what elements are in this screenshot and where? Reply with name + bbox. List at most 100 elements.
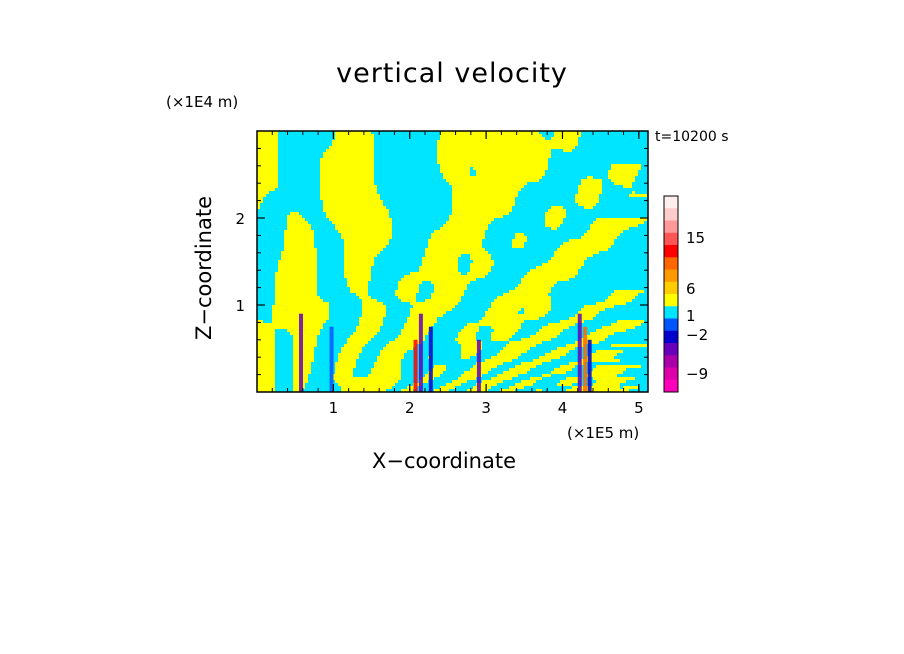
chart-title: vertical velocity [336, 58, 568, 89]
field-band [257, 161, 278, 164]
field-band [425, 251, 488, 254]
field-band [458, 332, 476, 335]
field-band [272, 305, 329, 308]
field-band [512, 242, 524, 245]
field-band [257, 167, 278, 170]
colorbar-label: −9 [686, 365, 708, 383]
field-band [350, 287, 368, 290]
field-band [338, 359, 356, 362]
field-band [335, 224, 392, 227]
colorbar: 15 6 1−2 −9 [663, 195, 708, 393]
field-band [530, 269, 578, 272]
x-axis-label: X−coordinate [372, 449, 516, 473]
field-band [257, 200, 263, 203]
field-band [344, 260, 374, 263]
field-band [323, 206, 386, 209]
field-band [623, 386, 638, 389]
field-band [590, 353, 617, 356]
field-band [497, 296, 551, 299]
field-band [437, 155, 551, 158]
field-band [431, 293, 464, 296]
field-band [521, 362, 542, 365]
field-band [545, 212, 566, 215]
field-band [275, 293, 317, 296]
field-band [437, 143, 578, 146]
field-band [452, 203, 515, 206]
field-band [533, 359, 551, 362]
field-band [545, 224, 560, 227]
velocity-field [257, 131, 648, 392]
field-band [359, 296, 371, 299]
field-band [614, 182, 632, 185]
field-band [257, 173, 278, 176]
field-band [551, 227, 557, 230]
field-band [356, 329, 380, 332]
field-band [554, 134, 581, 137]
field-band [419, 269, 458, 272]
field-band [521, 278, 569, 281]
field-band [257, 380, 275, 383]
field-band [440, 134, 542, 137]
field-band [290, 332, 320, 335]
field-band [497, 353, 521, 356]
colorbar-frame [663, 195, 679, 393]
field-band [458, 335, 476, 338]
field-band [257, 341, 275, 344]
field-band [434, 389, 449, 392]
y-tick-label: 1 [235, 297, 245, 315]
field-band [338, 353, 359, 356]
field-band [326, 212, 389, 215]
field-band [362, 314, 386, 317]
field-band [542, 374, 551, 377]
colorbar-label: 1 [686, 307, 696, 325]
field-band [536, 332, 560, 335]
field-band [257, 377, 275, 380]
field-band [335, 134, 374, 137]
field-band [485, 311, 518, 314]
colorbar-segment [664, 379, 678, 393]
field-band [353, 332, 377, 335]
field-band [485, 314, 545, 317]
field-band [344, 242, 389, 245]
field-band [527, 272, 578, 275]
field-band [374, 362, 401, 365]
field-band [476, 362, 503, 365]
field-band [578, 311, 599, 314]
field-band [287, 329, 320, 332]
field-band [401, 329, 431, 332]
field-band [257, 359, 275, 362]
field-band [524, 311, 548, 314]
field-band [284, 230, 314, 233]
field-band [257, 191, 269, 194]
field-band [515, 383, 533, 386]
field-band [347, 338, 371, 341]
field-band [470, 257, 491, 260]
field-band [452, 212, 509, 215]
field-band [548, 260, 584, 263]
field-band [473, 386, 491, 389]
field-band [257, 179, 278, 182]
colorbar-label: 6 [686, 280, 696, 298]
field-band [401, 332, 428, 335]
field-band [539, 356, 560, 359]
field-band [257, 335, 275, 338]
field-band [452, 188, 521, 191]
field-band [440, 386, 455, 389]
field-band [335, 380, 398, 383]
field-band [494, 329, 518, 332]
field-band [257, 143, 278, 146]
field-band [461, 347, 482, 350]
field-band [257, 185, 278, 188]
field-band [320, 182, 374, 185]
field-band [257, 386, 275, 389]
field-band [257, 368, 275, 371]
field-band [281, 251, 317, 254]
field-band [272, 308, 329, 311]
field-band [563, 149, 572, 152]
field-band [587, 374, 617, 377]
velocity-streak [418, 313, 423, 392]
field-band [575, 314, 596, 317]
field-band [476, 173, 545, 176]
field-band [545, 215, 566, 218]
field-band [539, 329, 563, 332]
